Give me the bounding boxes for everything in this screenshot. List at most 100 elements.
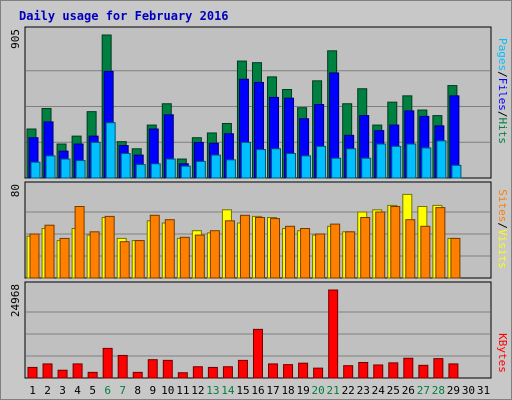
day-label: 14 — [221, 384, 235, 397]
y-max-kbytes-label: 24968 — [9, 284, 22, 317]
kbytes-bar — [147, 359, 158, 379]
day-label: 6 — [104, 384, 111, 397]
legend-sep: / — [496, 111, 509, 118]
legend-hits-files-pages: Pages/Files/Hits — [496, 38, 509, 144]
kbytes-bar — [298, 362, 309, 379]
sites-bar — [209, 230, 220, 279]
kbytes-bar — [237, 359, 248, 379]
kbytes-bar — [328, 289, 339, 379]
legend-files: Files — [496, 78, 509, 111]
pages-bar — [376, 143, 387, 179]
kbytes-bar — [433, 358, 444, 379]
day-label: 10 — [161, 384, 174, 397]
pages-bar — [391, 145, 402, 179]
sites-bar — [435, 207, 446, 279]
day-label: 18 — [281, 384, 294, 397]
day-label: 2 — [44, 384, 51, 397]
legend-pages: Pages — [496, 38, 509, 71]
chart-title: Daily usage for February 2016 — [19, 9, 229, 23]
sites-bar — [420, 225, 431, 279]
pages-bar — [301, 155, 312, 179]
sites-bar — [29, 233, 40, 279]
day-label: 15 — [236, 384, 249, 397]
sites-bar — [300, 228, 311, 279]
sites-bar — [315, 233, 326, 279]
pages-bar — [45, 155, 56, 179]
sites-bar — [224, 220, 235, 279]
legend-sites: Sites — [496, 189, 509, 222]
day-label: 24 — [372, 384, 386, 397]
day-label: 13 — [206, 384, 219, 397]
pages-bar — [165, 158, 176, 179]
day-label: 3 — [59, 384, 66, 397]
pages-bar — [60, 158, 71, 179]
sites-bar — [194, 234, 205, 279]
pages-bar — [406, 143, 417, 179]
sites-bar — [74, 206, 85, 279]
kbytes-bar — [102, 347, 113, 379]
pages-bar — [90, 141, 101, 179]
day-label: 30 — [462, 384, 475, 397]
kbytes-bar — [207, 366, 218, 379]
pages-bar — [75, 160, 86, 179]
sites-bar — [390, 206, 401, 279]
day-label: 19 — [296, 384, 309, 397]
day-label: 28 — [432, 384, 445, 397]
y-max-visits-label: 80 — [9, 184, 22, 197]
sites-bar — [345, 231, 356, 279]
kbytes-bar — [117, 354, 128, 379]
sites-bar — [270, 218, 281, 279]
sites-bar — [330, 223, 341, 279]
day-label: 21 — [327, 384, 340, 397]
pages-bar — [30, 161, 41, 179]
sites-bar — [134, 240, 145, 279]
pages-bar — [150, 163, 161, 179]
day-label: 20 — [312, 384, 325, 397]
kbytes-bar — [448, 363, 459, 379]
kbytes-bar — [57, 369, 68, 379]
day-label: 1 — [29, 384, 36, 397]
pages-bar — [255, 149, 266, 179]
day-label: 9 — [149, 384, 156, 397]
pages-bar — [286, 153, 297, 179]
sites-bar — [375, 211, 386, 279]
legend-visits: Visits — [496, 229, 509, 269]
sites-bar — [360, 217, 371, 279]
kbytes-bar — [268, 363, 279, 379]
day-label: 17 — [266, 384, 279, 397]
sites-bar — [44, 224, 55, 279]
pages-bar — [451, 164, 462, 179]
kbytes-bar — [27, 366, 38, 379]
kbytes-bar — [373, 364, 384, 379]
pages-bar — [316, 145, 327, 179]
kbytes-bar — [72, 363, 83, 379]
pages-bar — [225, 159, 236, 179]
legend-sep: / — [496, 222, 509, 229]
day-label: 4 — [74, 384, 81, 397]
sites-bar — [89, 231, 100, 279]
pages-bar — [331, 157, 342, 179]
day-label: 26 — [402, 384, 415, 397]
sites-bar — [119, 241, 130, 279]
kbytes-bar — [222, 366, 233, 379]
kbytes-bar — [132, 371, 143, 379]
day-label: 22 — [342, 384, 355, 397]
kbytes-bar — [418, 364, 429, 379]
day-label: 31 — [477, 384, 490, 397]
sites-bar — [59, 237, 70, 279]
pages-bar — [346, 148, 357, 179]
sites-bar — [149, 214, 160, 279]
kbytes-bar — [252, 328, 263, 379]
pages-bar — [436, 140, 447, 179]
day-label: 11 — [176, 384, 189, 397]
sites-bar — [239, 214, 250, 279]
kbytes-bar — [388, 362, 399, 379]
kbytes-bar — [343, 365, 354, 379]
pages-bar — [120, 153, 131, 179]
sites-bar — [254, 217, 265, 279]
day-label: 23 — [357, 384, 370, 397]
kbytes-bar — [177, 372, 188, 379]
pages-bar — [210, 154, 221, 179]
day-label: 7 — [119, 384, 126, 397]
kbytes-bar — [162, 359, 173, 379]
